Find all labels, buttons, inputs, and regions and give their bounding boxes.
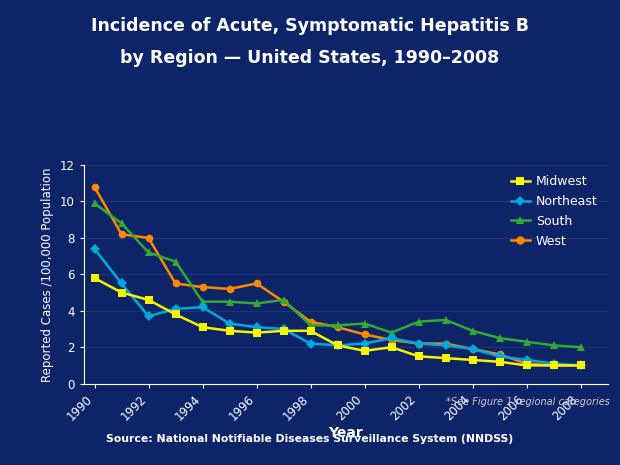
Text: by Region — United States, 1990–2008: by Region — United States, 1990–2008 [120,49,500,67]
Y-axis label: Reported Cases /100,000 Population: Reported Cases /100,000 Population [41,167,54,382]
Legend: Midwest, Northeast, South, West: Midwest, Northeast, South, West [507,171,601,252]
Text: Source: National Notifiable Diseases Surveillance System (NNDSS): Source: National Notifiable Diseases Sur… [107,434,513,445]
Text: *See Figure 1 regional categories: *See Figure 1 regional categories [446,397,610,407]
Text: Incidence of Acute, Symptomatic Hepatitis B: Incidence of Acute, Symptomatic Hepatiti… [91,17,529,34]
X-axis label: Year: Year [328,426,363,440]
